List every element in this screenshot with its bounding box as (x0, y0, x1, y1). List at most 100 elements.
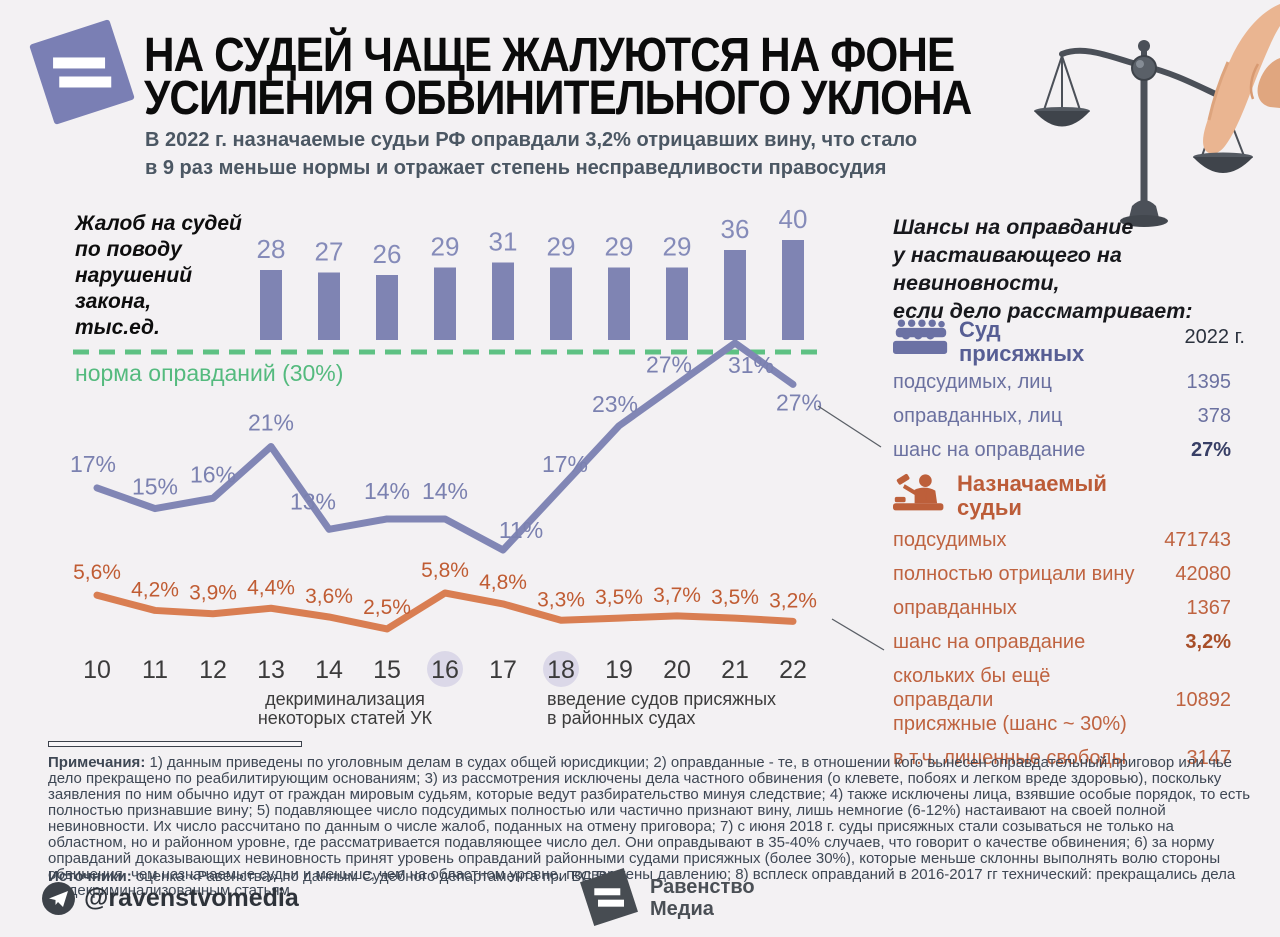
bar-value-label: 29 (547, 232, 576, 262)
complaints-bar (492, 262, 514, 340)
acquittal-chances-panel: Шансы на оправдание у настаивающего на н… (893, 0, 1247, 937)
point-label: 31% (728, 352, 774, 378)
complaints-bar (318, 272, 340, 340)
stat-label: оправданных (893, 597, 1017, 619)
stat-label: в т.ч. лишенные свободы (893, 747, 1127, 769)
x-tick-label: 21 (721, 656, 749, 684)
bar-chart-axis-label: Жалоб на судей по поводу нарушений закон… (75, 212, 242, 339)
point-label: 3,6% (305, 585, 353, 608)
stat-label: подсудимых, лиц (893, 371, 1052, 393)
jury-court-header: Суд присяжных 2022 г. (893, 318, 1247, 366)
x-tick-label: 18 (547, 656, 575, 684)
point-label: 14% (364, 478, 410, 504)
complaints-bar (260, 270, 282, 340)
stat-row: подсудимых, лиц 1395 (893, 370, 1247, 394)
x-tick-label: 20 (663, 656, 691, 684)
stat-label: шанс на оправдание (893, 631, 1086, 653)
bar-value-label: 28 (257, 234, 286, 264)
stat-label: скольких бы ещё оправдали присяжные (шан… (893, 665, 1127, 735)
point-label: 5,6% (73, 561, 121, 584)
scales-justice-finger-image (1034, 4, 1280, 227)
stat-value: 471743 (1164, 529, 1231, 551)
panel-heading: Шансы на оправдание у настаивающего на н… (893, 215, 1193, 323)
stat-value: 42080 (1175, 563, 1231, 585)
telegram-icon (42, 882, 75, 915)
stat-row: оправданных, лиц 378 (893, 404, 1247, 428)
point-label: 2,5% (363, 596, 411, 619)
title-line-2: УСИЛЕНИЯ ОБВИНИТЕЛЬНОГО УКЛОНА (144, 72, 972, 125)
x-tick-label: 22 (779, 656, 807, 684)
x-tick-label: 10 (83, 656, 111, 684)
complaints-bar (550, 267, 572, 340)
stat-value: 1395 (1186, 371, 1232, 393)
logo-text: Равенство Медиа (650, 876, 755, 920)
stat-row: шанс на оправдание 3,2% (893, 630, 1247, 654)
point-label: 16% (190, 461, 236, 487)
point-label: 13% (290, 488, 336, 514)
telegram-handle: @ravenstvomedia (84, 884, 299, 912)
stat-label: полностью отрицали вину (893, 563, 1135, 585)
telegram-link[interactable]: @ravenstvomedia (42, 882, 299, 915)
x-tick-label: 12 (199, 656, 227, 684)
stat-value: 1367 (1186, 597, 1232, 619)
x-tick-label: 13 (257, 656, 285, 684)
point-label: 3,3% (537, 588, 585, 611)
page-subtitle: В 2022 г. назначаемые судьи РФ оправдали… (145, 129, 918, 179)
point-label: 21% (248, 410, 294, 436)
stat-label: подсудимых (893, 529, 1007, 551)
point-label: 23% (592, 391, 638, 417)
page-title: НА СУДЕЙ ЧАЩЕ ЖАЛУЮТСЯ НА ФОНЕ УСИЛЕНИЯ … (144, 32, 972, 125)
judge-gavel-icon (893, 473, 944, 511)
jury-stats-rows: подсудимых, лиц 1395 оправданных, лиц 378 ша… (893, 370, 1247, 472)
bar-value-label: 31 (489, 227, 518, 257)
stat-value: 3147 (1186, 747, 1232, 769)
point-label: 3,9% (189, 582, 237, 605)
series-line (93, 339, 797, 554)
stat-row: полностью отрицали вину 42080 (893, 562, 1247, 586)
complaints-bar (666, 267, 688, 340)
x-tick-label: 11 (142, 656, 168, 684)
point-label: 4,2% (131, 578, 179, 601)
sources-text: Источники: оценка «Равенства» по данным … (48, 868, 618, 885)
bar-value-label: 27 (315, 237, 344, 267)
point-label: 17% (70, 451, 116, 477)
connector-line (831, 618, 885, 651)
annotation: введение судов присяжных в районных судах (547, 689, 776, 728)
stat-label: шанс на оправдание (893, 439, 1086, 461)
x-tick-label: 15 (373, 656, 401, 684)
connector-line (817, 405, 882, 448)
complaints-bar (782, 240, 804, 340)
x-tick-label: 19 (605, 656, 633, 684)
complaints-bar (724, 250, 746, 340)
bar-value-label: 26 (373, 239, 402, 269)
stat-row: в т.ч. лишенные свободы 3147 (893, 746, 1247, 770)
point-label: 3,7% (653, 584, 701, 607)
norm-line-label: норма оправданий (30%) (75, 360, 343, 386)
bar-value-label: 36 (721, 214, 750, 244)
bar-value-label: 40 (779, 204, 808, 234)
appointed-judges-title: Назначаемый судьи (957, 471, 1107, 520)
point-label: 14% (422, 478, 468, 504)
stat-label: оправданных, лиц (893, 405, 1063, 427)
point-label: 27% (776, 389, 822, 415)
x-tick-label: 16 (431, 656, 459, 684)
tick-highlight (543, 651, 579, 687)
complaints-bar (608, 267, 630, 340)
year-header: 2022 г. (1184, 326, 1245, 348)
stat-value: 3,2% (1185, 631, 1231, 653)
stat-value: 27% (1190, 439, 1231, 461)
point-label: 15% (132, 474, 178, 500)
bar-value-label: 29 (431, 232, 460, 262)
point-label: 11% (499, 517, 543, 543)
bar-value-label: 29 (663, 232, 692, 262)
equals-logo-icon (580, 868, 638, 926)
series-line (93, 589, 797, 633)
point-label: 3,5% (595, 586, 643, 609)
complaints-bar (376, 275, 398, 340)
ravenstvo-logo-icon (29, 19, 135, 125)
point-label: 3,5% (711, 586, 759, 609)
stat-row: оправданных 1367 (893, 596, 1247, 620)
jury-people-icon (893, 319, 948, 354)
judges-stats-rows: подсудимых 471743 полностью отрицали вину 4… (893, 528, 1247, 780)
